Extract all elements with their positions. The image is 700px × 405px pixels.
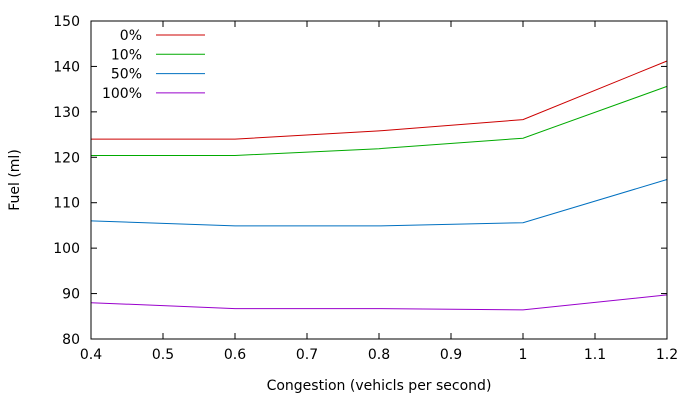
x-tick-label: 1 (519, 347, 528, 363)
x-tick-label: 0.6 (224, 347, 246, 363)
series-line (90, 294, 668, 311)
series-line (91, 60, 668, 140)
x-tick-label: 0.5 (152, 347, 174, 363)
legend: 0% 10% 50% 100% (102, 28, 205, 102)
y-tick-label: 130 (53, 105, 80, 121)
y-tick-label: 120 (53, 150, 80, 166)
series-line (91, 85, 668, 156)
series-line (90, 179, 668, 227)
x-axis-label: Congestion (vehicls per second) (267, 378, 492, 394)
x-tick-label: 1.2 (656, 347, 678, 363)
x-tick-label: 1.1 (584, 347, 606, 363)
x-tick-label: 0.4 (80, 347, 102, 363)
legend-label: 50% (111, 67, 142, 83)
y-tick-label: 90 (62, 287, 80, 303)
y-tick-label: 80 (62, 332, 80, 348)
plot-frame (90, 20, 668, 340)
x-tick-label: 0.8 (368, 347, 390, 363)
x-tick-label: 0.7 (296, 347, 318, 363)
ticks-layer: 0.4 0.5 0.6 0.7 0.8 0.9 1 1.1 1.2 80 90 100 110 120 13… (53, 14, 678, 363)
y-axis-label: Fuel (ml) (7, 149, 23, 211)
legend-label: 100% (102, 86, 142, 102)
y-tick-label: 110 (53, 196, 80, 212)
y-tick-label: 150 (53, 14, 80, 30)
legend-label: 10% (111, 47, 142, 63)
legend-label: 0% (120, 28, 142, 44)
x-tick-label: 0.9 (440, 347, 462, 363)
y-tick-label: 100 (53, 241, 80, 257)
series-layer (90, 60, 668, 311)
y-tick-label: 140 (53, 59, 80, 75)
